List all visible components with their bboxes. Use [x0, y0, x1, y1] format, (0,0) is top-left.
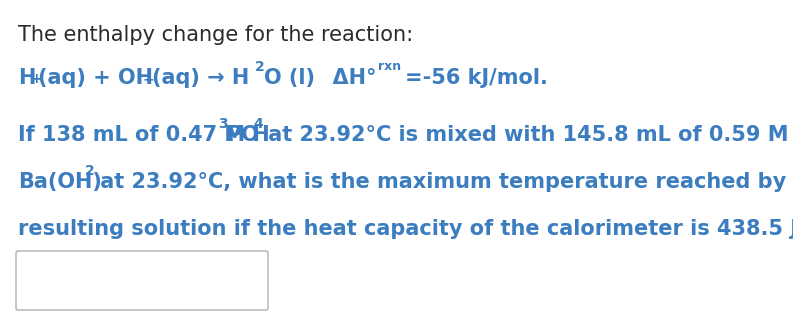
Text: O (l): O (l) — [264, 68, 315, 88]
Text: 2: 2 — [255, 60, 265, 74]
Text: +: + — [31, 72, 43, 86]
Text: Ba(OH): Ba(OH) — [18, 172, 102, 192]
Text: PO: PO — [226, 125, 259, 145]
Text: resulting solution if the heat capacity of the calorimeter is 438.5 J/K?: resulting solution if the heat capacity … — [18, 219, 793, 239]
Text: (aq) → H: (aq) → H — [152, 68, 249, 88]
Text: If 138 mL of 0.47 M H: If 138 mL of 0.47 M H — [18, 125, 270, 145]
Text: ΔH°: ΔH° — [318, 68, 377, 88]
Text: at 23.92°C, what is the maximum temperature reached by the: at 23.92°C, what is the maximum temperat… — [93, 172, 793, 192]
Text: The enthalpy change for the reaction:: The enthalpy change for the reaction: — [18, 25, 413, 45]
Text: −: − — [143, 72, 155, 86]
Text: at 23.92°C is mixed with 145.8 mL of 0.59 M: at 23.92°C is mixed with 145.8 mL of 0.5… — [261, 125, 788, 145]
FancyBboxPatch shape — [16, 251, 268, 310]
Text: rxn: rxn — [378, 60, 401, 73]
Text: 2: 2 — [85, 164, 94, 178]
Text: =-56 kJ/mol.: =-56 kJ/mol. — [405, 68, 548, 88]
Text: (aq) + OH: (aq) + OH — [38, 68, 153, 88]
Text: H: H — [18, 68, 36, 88]
Text: 4: 4 — [253, 117, 262, 131]
Text: 3: 3 — [218, 117, 228, 131]
